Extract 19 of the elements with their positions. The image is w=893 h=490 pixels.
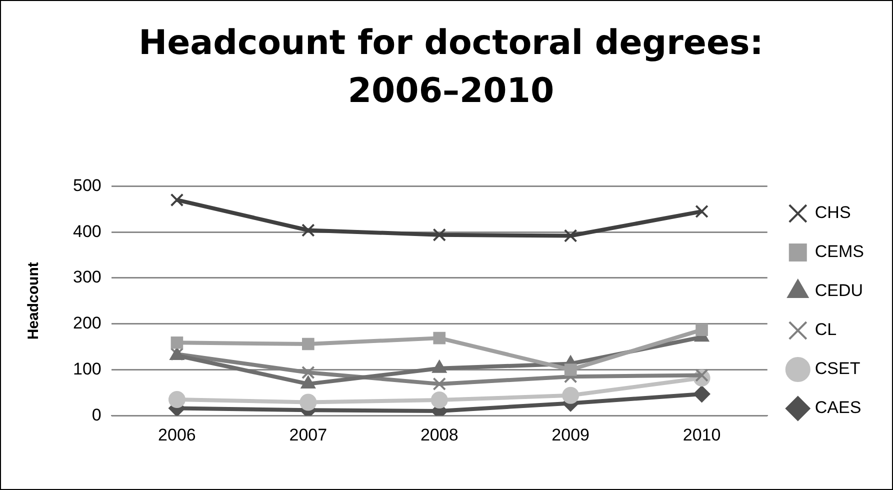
legend-label: CHS: [814, 203, 851, 222]
x-tick-label: 2010: [682, 425, 721, 444]
legend-label: CSET: [814, 359, 860, 378]
legend-label: CL: [814, 320, 837, 340]
chart-title: Headcount for doctoral degrees: 2006–2010: [138, 22, 764, 113]
legend-label: CEDU: [814, 281, 864, 300]
x-tick-label: 2008: [420, 425, 458, 444]
x-tick-label: 2006: [158, 425, 196, 444]
legend-label: CEMS: [814, 242, 864, 262]
y-tick-label: 200: [72, 314, 102, 333]
y-tick-label: 300: [72, 268, 102, 287]
y-tick-label: 100: [72, 359, 102, 378]
y-tick-label: 500: [72, 176, 102, 195]
y-tick-label: 400: [72, 222, 102, 241]
legend-label: CAES: [814, 398, 862, 418]
x-tick-label: 2009: [552, 425, 590, 444]
y-tick-label: 0: [92, 405, 102, 424]
y-axis-title: Headcount: [25, 262, 42, 340]
x-tick-label: 2007: [289, 425, 328, 444]
